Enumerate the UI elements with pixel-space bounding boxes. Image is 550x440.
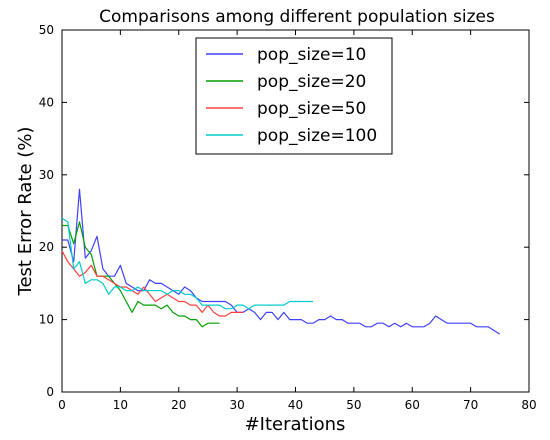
legend: pop_size=10 pop_size=20 pop_size=50 pop_siz… bbox=[195, 37, 393, 155]
x-tick-label: 70 bbox=[463, 398, 478, 412]
x-tick-label: 80 bbox=[521, 398, 536, 412]
legend-label: pop_size=50 bbox=[257, 99, 366, 119]
legend-label: pop_size=20 bbox=[257, 72, 366, 92]
x-tick-label: 20 bbox=[171, 398, 186, 412]
x-tick-label: 40 bbox=[288, 398, 303, 412]
series-line-3 bbox=[61, 250, 243, 317]
legend-label: pop_size=100 bbox=[257, 126, 377, 146]
y-tick-label: 40 bbox=[39, 95, 54, 109]
legend-label: pop_size=10 bbox=[257, 45, 366, 65]
y-tick-label: 20 bbox=[39, 240, 54, 254]
axis-ticks: 0 10 20 30 40 50 60 70 80 0 10 20 30 40 50 bbox=[39, 23, 537, 412]
x-axis-label: #Iterations bbox=[245, 414, 346, 435]
series-line-4 bbox=[61, 217, 313, 310]
chart-title: Comparisons among different population s… bbox=[99, 7, 495, 27]
x-tick-label: 0 bbox=[58, 398, 66, 412]
y-tick-label: 50 bbox=[39, 23, 54, 37]
y-tick-label: 10 bbox=[39, 313, 54, 327]
y-axis-label: Test Error Rate (%) bbox=[15, 127, 36, 297]
y-tick-label: 0 bbox=[46, 385, 54, 399]
series-line-2 bbox=[62, 221, 220, 328]
x-tick-label: 10 bbox=[113, 398, 128, 412]
series-lines bbox=[61, 188, 501, 335]
x-tick-label: 60 bbox=[405, 398, 420, 412]
x-tick-label: 50 bbox=[346, 398, 361, 412]
y-tick-label: 30 bbox=[39, 168, 54, 182]
x-tick-label: 30 bbox=[229, 398, 244, 412]
